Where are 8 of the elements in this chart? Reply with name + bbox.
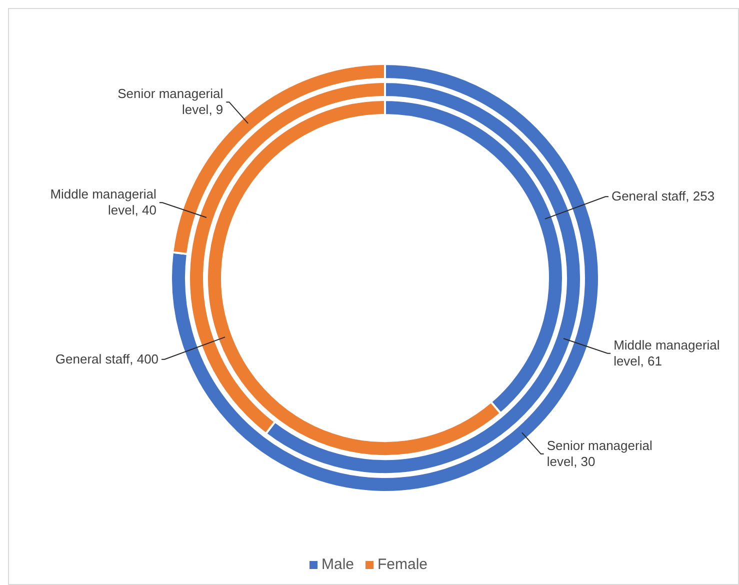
legend-label: Male: [322, 556, 354, 573]
data-label: Middle managerial level, 61: [614, 337, 720, 368]
data-label: General staff, 400: [55, 351, 159, 366]
data-label: General staff, 253: [611, 188, 715, 204]
data-label: Senior managerial level, 9: [118, 86, 224, 118]
data-label: Middle managerial level, 40: [50, 186, 157, 218]
data-label: Senior managerial level, 30: [546, 438, 652, 469]
legend-label: Female: [378, 556, 428, 573]
